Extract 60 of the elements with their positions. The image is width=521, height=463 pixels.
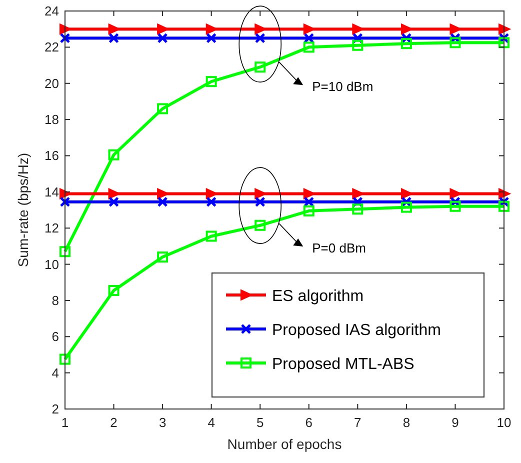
annotation: P=10 dBm <box>312 79 374 94</box>
point <box>303 205 314 216</box>
point <box>206 76 217 88</box>
x-tick-label: 4 <box>208 415 215 430</box>
legend-label: ES algorithm <box>272 288 364 305</box>
point <box>498 37 510 48</box>
point <box>254 196 266 208</box>
point <box>206 32 217 44</box>
y-tick-label: 22 <box>44 40 59 55</box>
y-tick-label: 14 <box>44 184 59 200</box>
point <box>60 196 70 208</box>
point <box>206 196 217 208</box>
point <box>450 200 461 212</box>
x-tick-label: 1 <box>61 415 69 430</box>
point <box>303 42 314 53</box>
point <box>206 230 217 242</box>
x-tick-label: 3 <box>158 415 166 430</box>
y-tick-label: 24 <box>44 4 59 18</box>
point <box>108 149 120 160</box>
y-tick-label: 12 <box>44 220 59 236</box>
point <box>254 32 266 44</box>
point <box>157 196 168 208</box>
point <box>157 103 168 114</box>
point <box>450 37 461 48</box>
x-tick-label: 8 <box>402 415 410 430</box>
point <box>108 285 120 296</box>
point <box>157 252 168 263</box>
point <box>400 38 412 50</box>
point <box>108 32 120 44</box>
y-tick-label: 16 <box>44 148 59 164</box>
x-tick-label: 5 <box>256 415 264 430</box>
y-tick-label: 18 <box>44 112 59 128</box>
point <box>400 202 412 213</box>
x-axis-title: Number of epochs <box>227 436 342 452</box>
y-tick-label: 4 <box>52 365 59 380</box>
point <box>157 32 168 44</box>
y-tick-label: 6 <box>52 329 59 344</box>
x-tick-label: 10 <box>496 415 512 430</box>
annotation: P=0 dBm <box>312 240 366 256</box>
point <box>498 200 510 212</box>
point <box>254 220 266 231</box>
y-tick-label: 8 <box>52 292 59 308</box>
y-tick-label: 10 <box>44 256 59 272</box>
x-tick-label: 7 <box>354 415 362 430</box>
legend-label: Proposed IAS algorithm <box>272 322 441 339</box>
point <box>498 24 510 35</box>
y-tick-label: 2 <box>52 402 59 416</box>
point <box>254 62 266 73</box>
point <box>60 32 70 44</box>
point <box>108 196 120 208</box>
x-tick-label: 2 <box>110 415 118 430</box>
y-axis-title: Sum-rate (bps/Hz) <box>15 152 31 268</box>
point <box>60 246 70 258</box>
y-tick-label: 20 <box>44 76 59 91</box>
x-tick-label: 6 <box>305 415 313 430</box>
point <box>352 204 364 215</box>
point <box>60 354 70 365</box>
point <box>352 40 364 51</box>
legend-label: Proposed MTL-ABS <box>272 356 414 373</box>
x-tick-label: 9 <box>452 415 459 430</box>
